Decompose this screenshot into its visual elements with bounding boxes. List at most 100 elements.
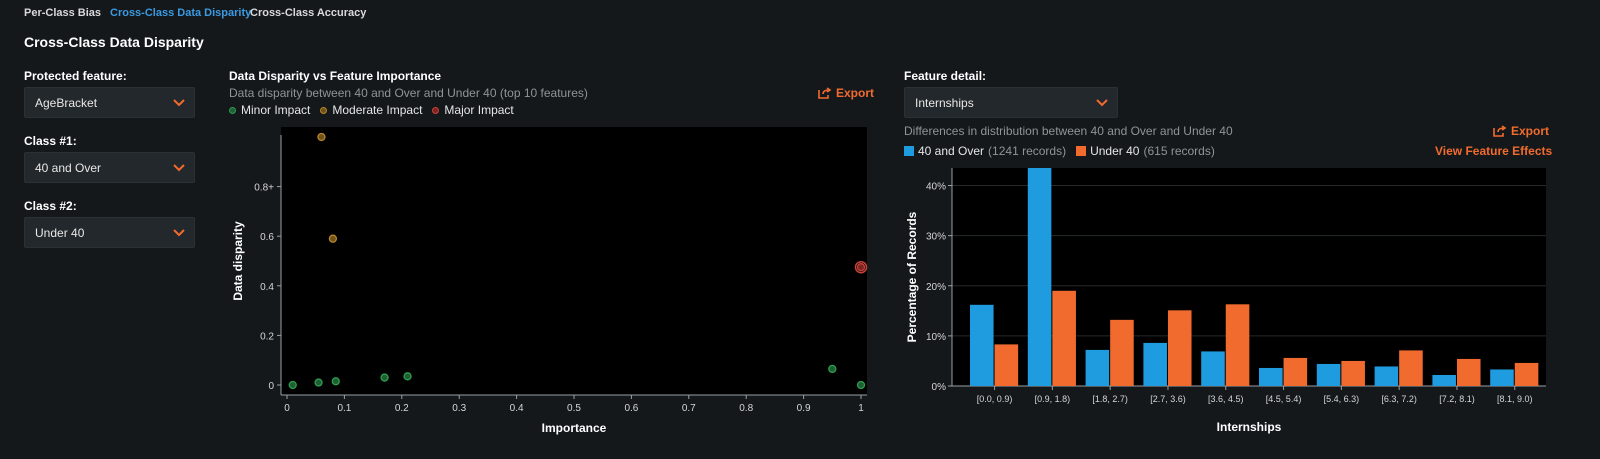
y-tick-label: 40% [926, 182, 946, 193]
bar-under-40 [1283, 357, 1308, 386]
x-axis-title: Importance [542, 421, 607, 435]
bar-under-40 [1341, 360, 1365, 386]
chevron-down-icon [173, 163, 185, 171]
x-tick-label: [0.0, 0.9) [977, 394, 1013, 404]
x-tick-label: 0.9 [797, 403, 811, 414]
blue-swatch-icon [904, 146, 914, 156]
y-axis-title: Percentage of Records [905, 211, 919, 342]
bar-under-40 [1399, 350, 1423, 386]
bar-40-and-over [1201, 351, 1225, 386]
data-point [331, 377, 340, 386]
bar-40-and-over [970, 304, 994, 386]
scatter-export-button[interactable]: Export [818, 86, 874, 100]
x-tick-label: [4.5, 5.4) [1266, 394, 1302, 404]
chevron-down-icon [173, 98, 185, 106]
export-icon [818, 87, 832, 99]
impact-legend: Minor Impact Moderate Impact Major Impac… [229, 103, 524, 117]
y-tick-label: 0.2 [260, 331, 274, 342]
legend-count: (615 records) [1143, 144, 1215, 158]
x-tick-label: [5.4, 6.3) [1324, 394, 1360, 404]
bar-under-40 [1225, 304, 1250, 386]
x-tick-label: [1.8, 2.7) [1092, 394, 1128, 404]
bar-under-40 [1167, 310, 1192, 386]
x-tick-label: 0.4 [510, 403, 524, 414]
page-title: Cross-Class Data Disparity [24, 34, 204, 50]
y-axis-title: Data disparity [231, 221, 245, 301]
x-tick-label: 0.8 [739, 403, 753, 414]
tab-cross-class-data-disparity[interactable]: Cross-Class Data Disparity [110, 7, 252, 19]
data-point [380, 373, 389, 382]
x-tick-label: 0.3 [452, 403, 466, 414]
bar-40-and-over [1316, 363, 1341, 386]
class2-dropdown[interactable]: Under 40 [24, 217, 195, 248]
detail-subtitle: Differences in distribution between 40 a… [904, 124, 1233, 138]
legend-40-and-over: 40 and Over (1241 records) [904, 144, 1066, 158]
bar-under-40 [994, 344, 1019, 386]
class1-dropdown[interactable]: 40 and Over [24, 152, 195, 183]
y-tick-label: 0 [268, 381, 274, 392]
y-tick-label: 0% [932, 382, 947, 393]
legend-moderate-impact: Moderate Impact [320, 103, 422, 117]
plot-area [281, 127, 867, 395]
class2-label: Class #2: [24, 199, 77, 213]
x-axis-title: Internships [1217, 420, 1282, 434]
export-label: Export [1511, 124, 1550, 138]
legend-label: 40 and Over [918, 144, 985, 158]
y-tick-label: 20% [926, 282, 946, 293]
legend-under-40: Under 40 (615 records) [1076, 144, 1215, 158]
x-tick-label: [7.2, 8.1) [1439, 394, 1475, 404]
bar-40-and-over [1259, 367, 1283, 386]
detail-export-button[interactable]: Export [1493, 124, 1549, 138]
protected-feature-label: Protected feature: [24, 69, 127, 83]
scatter-chart: 0 0.2 0.4 0.6 0.8+ 0 0.1 0.2 0.3 0.4 0.5 0.6 0.7 0.8 0… [231, 127, 868, 435]
data-point [828, 364, 837, 374]
x-tick-label: [2.7, 3.6) [1150, 394, 1186, 404]
class1-label: Class #1: [24, 134, 77, 148]
x-tick-label: 0 [284, 403, 290, 414]
y-tick-label: 10% [926, 332, 946, 343]
feature-detail-value: Internships [915, 95, 974, 110]
data-point-ring [854, 260, 868, 274]
legend-label: Moderate Impact [332, 103, 423, 117]
bar-40-and-over [1490, 369, 1514, 386]
data-point [856, 380, 866, 390]
tab-per-class-bias[interactable]: Per-Class Bias [24, 7, 102, 19]
scatter-subtitle: Data disparity between 40 and Over and U… [229, 86, 588, 100]
bar-under-40 [1514, 362, 1539, 386]
x-tick-label: [0.9, 1.8) [1035, 394, 1071, 404]
class1-value: 40 and Over [35, 160, 102, 175]
x-tick-label: 0.1 [337, 403, 351, 414]
y-tick-label: 0.4 [260, 282, 274, 293]
chevron-down-icon [1096, 98, 1108, 106]
legend-major-impact: Major Impact [432, 103, 514, 117]
legend-minor-impact: Minor Impact [229, 103, 310, 117]
view-feature-effects-link[interactable]: View Feature Effects [1435, 144, 1553, 158]
y-tick-label: 0.8+ [254, 183, 274, 194]
x-tick-label: 0.6 [624, 403, 638, 414]
tab-cross-class-accuracy[interactable]: Cross-Class Accuracy [250, 7, 367, 19]
minor-dot-icon [229, 106, 236, 114]
chevron-down-icon [173, 228, 185, 236]
bar-under-40 [1052, 290, 1076, 386]
x-tick-label: [6.3, 7.2) [1381, 394, 1417, 404]
orange-swatch-icon [1076, 146, 1087, 156]
data-point [328, 234, 338, 243]
x-tick-label: [8.1, 9.0) [1497, 394, 1533, 404]
moderate-dot-icon [320, 106, 328, 114]
y-tick-label: 30% [926, 232, 946, 243]
class-legend: 40 and Over (1241 records) Under 40 (615 r… [904, 144, 1225, 158]
x-tick-label: 0.2 [395, 403, 409, 414]
x-tick-label: 1 [858, 403, 864, 414]
feature-detail-dropdown[interactable]: Internships [904, 87, 1118, 118]
data-point [317, 132, 326, 142]
data-point [403, 372, 412, 381]
data-point [288, 380, 297, 390]
bar-40-and-over [1085, 349, 1110, 386]
feature-detail-label: Feature detail: [904, 69, 987, 83]
bar-40-and-over [1374, 366, 1399, 386]
bar-40-and-over [1143, 342, 1167, 386]
protected-feature-dropdown[interactable]: AgeBracket [24, 87, 195, 118]
protected-feature-value: AgeBracket [35, 95, 98, 110]
x-tick-label: [3.6, 4.5) [1208, 394, 1244, 404]
scatter-title: Data Disparity vs Feature Importance [229, 69, 442, 83]
